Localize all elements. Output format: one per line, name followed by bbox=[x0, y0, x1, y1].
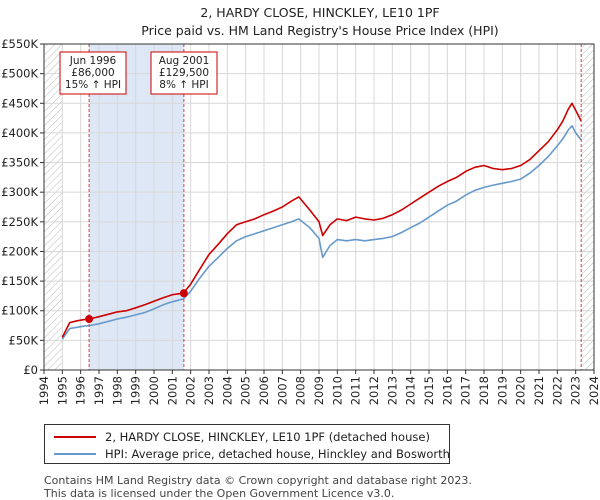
x-tick-label: 2001 bbox=[165, 376, 179, 405]
x-tick-label: 1999 bbox=[129, 376, 143, 405]
hatched-no-data-region-0 bbox=[44, 44, 63, 370]
y-tick-label: £550K bbox=[1, 37, 38, 51]
y-tick-label: £400K bbox=[1, 126, 38, 140]
footer-attribution: Contains HM Land Registry data © Crown c… bbox=[44, 474, 472, 500]
sale-annotation-text-1-3: 15% ↑ HPI bbox=[65, 79, 121, 91]
x-tick-label: 2013 bbox=[385, 376, 399, 405]
x-tick-label: 2009 bbox=[312, 376, 326, 405]
x-tick-label: 2000 bbox=[147, 376, 161, 405]
legend-swatch-property bbox=[54, 436, 96, 438]
sale-point-1 bbox=[85, 315, 94, 324]
x-tick-label: 2023 bbox=[569, 376, 583, 405]
x-tick-label: 2011 bbox=[349, 376, 363, 405]
x-tick-label: 2004 bbox=[220, 376, 234, 405]
x-tick-label: 2010 bbox=[330, 376, 344, 405]
x-tick-label: 2008 bbox=[294, 376, 308, 405]
x-tick-label: 2022 bbox=[550, 376, 564, 405]
chart-subtitle: Price paid vs. HM Land Registry's House … bbox=[141, 23, 498, 38]
x-tick-label: 2014 bbox=[404, 376, 418, 405]
x-tick-label: 2012 bbox=[367, 376, 381, 405]
legend-label-property: 2, HARDY CLOSE, HINCKLEY, LE10 1PF (deta… bbox=[105, 430, 430, 444]
hatched-no-data-region-1 bbox=[581, 44, 594, 370]
sale-annotation-text-1-1: Jun 1996 bbox=[69, 55, 117, 67]
x-tick-label: 2005 bbox=[239, 376, 253, 405]
series-line-property bbox=[61, 102, 582, 338]
x-tick-label: 1997 bbox=[92, 376, 106, 405]
sale-annotation-text-2-1: Aug 2001 bbox=[159, 55, 210, 67]
chart-legend: 2, HARDY CLOSE, HINCKLEY, LE10 1PF (deta… bbox=[44, 424, 450, 464]
sale-annotation-box-2 bbox=[150, 51, 218, 95]
series-line-hpi bbox=[61, 125, 582, 340]
sale-point-2 bbox=[179, 289, 188, 298]
y-tick-label: £500K bbox=[1, 67, 38, 81]
y-tick-label: £100K bbox=[1, 304, 38, 318]
x-tick-label: 2007 bbox=[275, 376, 289, 405]
x-tick-label: 2003 bbox=[202, 376, 216, 405]
sale-annotation-box-1 bbox=[59, 51, 127, 95]
legend-item-property: 2, HARDY CLOSE, HINCKLEY, LE10 1PF (deta… bbox=[45, 428, 449, 446]
x-tick-label: 2006 bbox=[257, 376, 271, 405]
x-tick-label: 2016 bbox=[440, 376, 454, 405]
x-tick-label: 2021 bbox=[532, 376, 546, 405]
x-tick-label: 2002 bbox=[184, 376, 198, 405]
sale-annotation-text-2-2: £129,500 bbox=[159, 67, 209, 79]
x-tick-label: 1995 bbox=[55, 376, 69, 405]
y-tick-label: £50K bbox=[9, 333, 39, 347]
y-tick-label: £350K bbox=[1, 156, 38, 170]
x-tick-label: 2024 bbox=[587, 376, 600, 405]
x-tick-label: 2019 bbox=[495, 376, 509, 405]
price-chart: 2, HARDY CLOSE, HINCKLEY, LE10 1PF Price… bbox=[1, 5, 600, 405]
x-tick-label: 1996 bbox=[74, 376, 88, 405]
sale-annotation-text-2-3: 8% ↑ HPI bbox=[159, 79, 208, 91]
y-tick-label: £0 bbox=[23, 363, 38, 377]
x-tick-label: 2017 bbox=[459, 376, 473, 405]
legend-label-hpi: HPI: Average price, detached house, Hinc… bbox=[105, 447, 450, 461]
legend-swatch-hpi bbox=[54, 453, 96, 455]
x-tick-label: 2015 bbox=[422, 376, 436, 405]
y-tick-label: £250K bbox=[1, 215, 38, 229]
x-tick-label: 2018 bbox=[477, 376, 491, 405]
x-tick-label: 2020 bbox=[514, 376, 528, 405]
x-tick-label: 1998 bbox=[110, 376, 124, 405]
y-tick-label: £150K bbox=[1, 274, 38, 288]
y-tick-label: £450K bbox=[1, 96, 38, 110]
y-tick-label: £300K bbox=[1, 185, 38, 199]
sale-annotation-text-1-2: £86,000 bbox=[71, 67, 114, 79]
y-tick-label: £200K bbox=[1, 244, 38, 258]
chart-title: 2, HARDY CLOSE, HINCKLEY, LE10 1PF bbox=[200, 5, 439, 20]
footer-line-licence: This data is licensed under the Open Gov… bbox=[44, 487, 395, 500]
legend-item-hpi: HPI: Average price, detached house, Hinc… bbox=[45, 445, 450, 463]
x-tick-label: 1994 bbox=[37, 376, 51, 405]
footer-line-copyright: Contains HM Land Registry data © Crown c… bbox=[44, 474, 472, 487]
